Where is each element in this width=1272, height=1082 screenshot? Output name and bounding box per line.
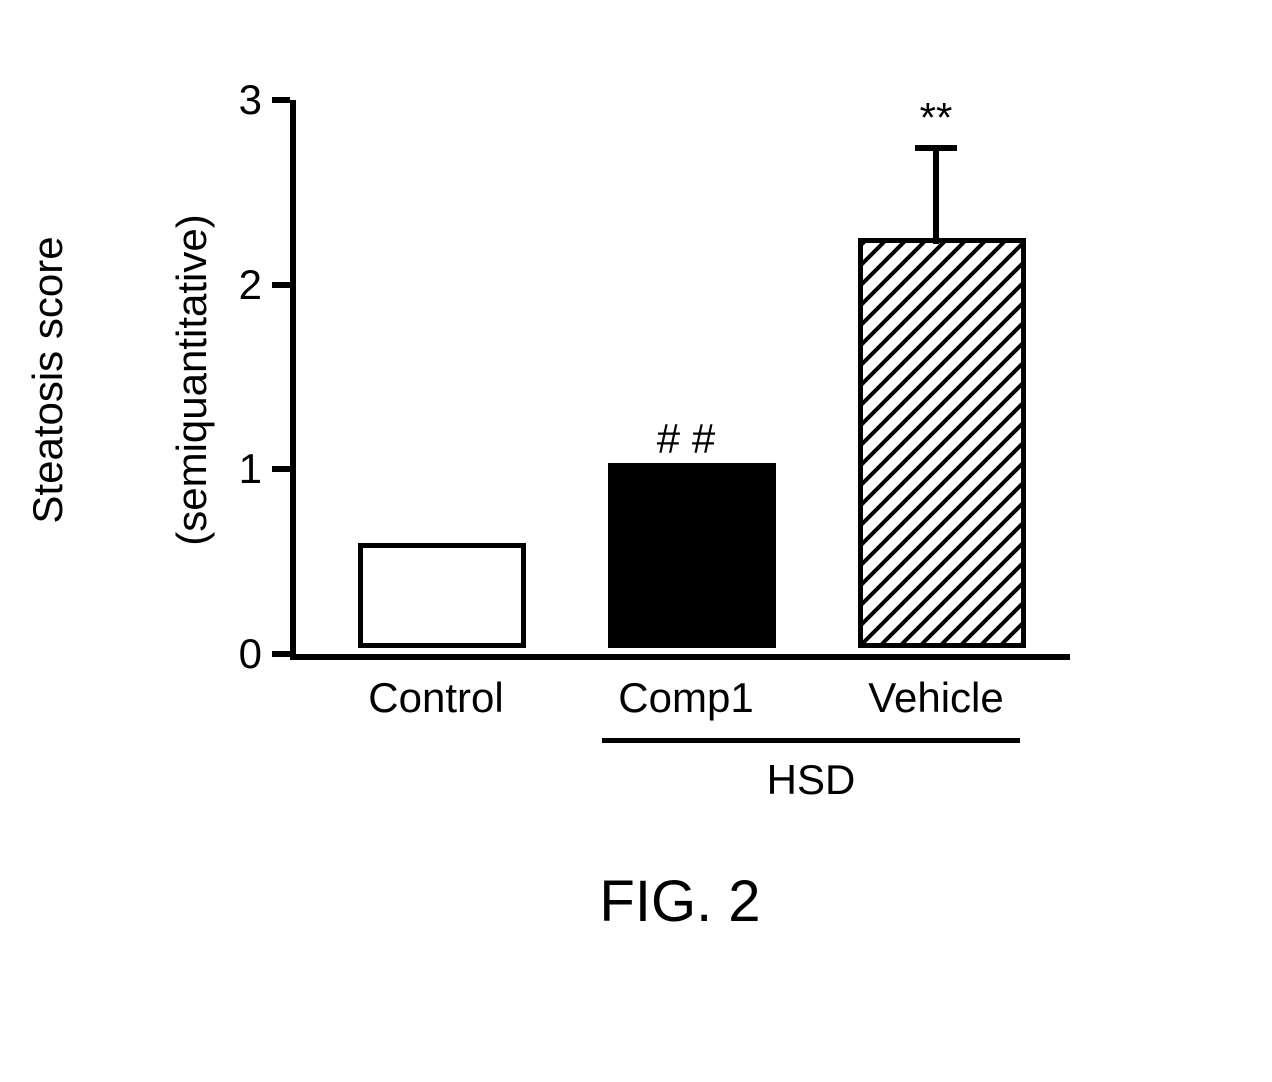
y-tick-label: 0: [222, 630, 262, 678]
bar-comp1: [608, 463, 776, 648]
errorbar-vehicle: [933, 148, 939, 244]
y-tick: [272, 651, 290, 657]
bar-control: [358, 543, 526, 648]
y-tick: [272, 282, 290, 288]
y-axis-title-line2: (semiquantitative): [168, 214, 216, 545]
y-tick-label: 1: [222, 445, 262, 493]
sig-label-comp1: # #: [657, 415, 715, 463]
sig-label-vehicle: **: [920, 94, 953, 142]
figure-caption: FIG. 2: [599, 868, 760, 935]
y-tick-label: 2: [222, 261, 262, 309]
x-tick-label-comp1: Comp1: [618, 674, 753, 722]
y-tick-label: 3: [222, 76, 262, 124]
hsd-group-label: HSD: [767, 756, 856, 804]
errorbar-cap-vehicle: [915, 145, 957, 151]
figure-stage: Steatosis score (semiquantitative) HSD F…: [0, 0, 1272, 1082]
x-tick-label-vehicle: Vehicle: [868, 674, 1003, 722]
y-tick: [272, 466, 290, 472]
y-tick: [272, 97, 290, 103]
hsd-group-line: [602, 738, 1020, 743]
bar-vehicle: [858, 238, 1026, 648]
y-axis-title: Steatosis score (semiquantitative): [0, 214, 312, 545]
plot-area: [290, 100, 1070, 660]
x-tick-label-control: Control: [368, 674, 503, 722]
y-axis-title-line1: Steatosis score: [24, 214, 72, 545]
